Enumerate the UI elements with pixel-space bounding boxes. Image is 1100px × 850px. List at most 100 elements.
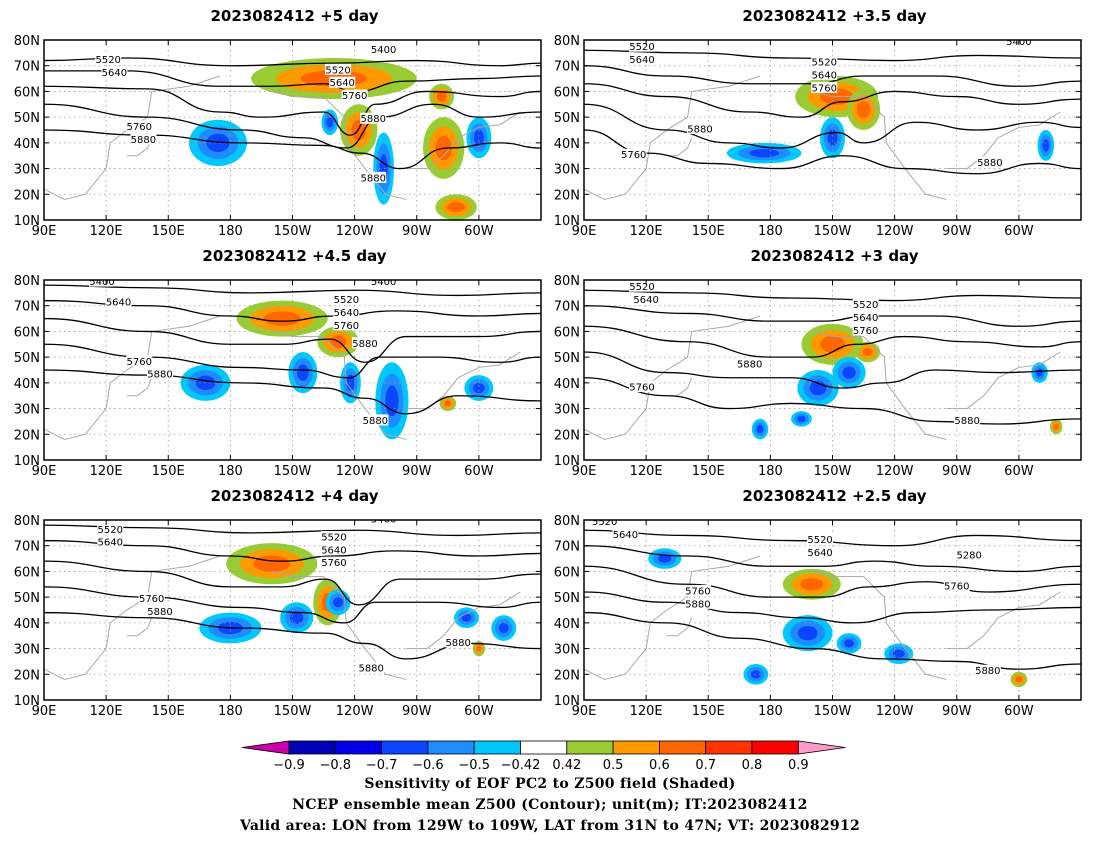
coastline — [126, 377, 153, 397]
contour-label: 5880 — [685, 599, 710, 610]
longitude-tick-label: 180 — [758, 224, 783, 239]
longitude-tick-label: 180 — [218, 224, 243, 239]
latitude-tick-label: 30N — [14, 643, 40, 658]
longitude-tick-label: 120E — [90, 704, 123, 719]
map-panel: 2023082412 +2.5 day 5520 5640 5520 5640 5280 5… — [554, 487, 1082, 719]
longitude-tick-label: 60W — [1004, 704, 1034, 719]
z500-contour — [584, 289, 1081, 302]
longitude-tick-label: 60W — [464, 704, 494, 719]
latitude-tick-label: 30N — [554, 403, 580, 418]
longitude-tick-label: 120W — [336, 464, 374, 479]
contour-label: 5640 — [807, 548, 832, 559]
colorbar-tick-label: 0.7 — [695, 758, 716, 773]
latitude-tick-label: 80N — [554, 34, 580, 49]
contour-label: 5520 — [592, 517, 617, 528]
colorbar-tick-label: −0.9 — [273, 758, 305, 773]
negative-sensitivity-area — [749, 149, 780, 158]
positive-sensitivity-area — [1053, 423, 1059, 430]
longitude-tick-label: 120E — [630, 224, 663, 239]
latitude-tick-label: 10N — [14, 694, 40, 709]
latitude-tick-label: 20N — [554, 188, 580, 203]
longitude-tick-label: 150E — [692, 224, 725, 239]
contour-label: 5880 — [352, 339, 377, 350]
panel-title: 2023082412 +4 day — [211, 487, 379, 505]
longitude-tick-label: 150W — [274, 464, 312, 479]
latitude-tick-label: 60N — [14, 325, 40, 340]
panel-title: 2023082412 +2.5 day — [742, 487, 926, 505]
longitude-tick-label: 150W — [814, 464, 852, 479]
longitude-tick-label: 150W — [274, 704, 312, 719]
latitude-tick-label: 60N — [14, 85, 40, 100]
contour-label: 5880 — [977, 158, 1002, 169]
contour-label: 5640 — [106, 298, 131, 309]
latitude-tick-label: 50N — [554, 591, 580, 606]
negative-sensitivity-area — [750, 670, 761, 679]
colorbar-min-arrow — [241, 740, 290, 755]
contour-label: 5640 — [613, 530, 638, 541]
longitude-tick-label: 60W — [1004, 464, 1034, 479]
contour-label: 5640 — [811, 71, 836, 82]
latitude-tick-label: 40N — [14, 377, 40, 392]
longitude-tick-label: 150W — [814, 224, 852, 239]
positive-sensitivity-area — [856, 101, 871, 118]
latitude-tick-label: 40N — [554, 137, 580, 152]
latitude-tick-label: 60N — [14, 565, 40, 580]
longitude-tick-label: 90E — [32, 224, 57, 239]
latitude-tick-label: 80N — [14, 274, 40, 289]
coastline — [584, 315, 761, 440]
map-panel: 2023082412 +3 day 5520 5640 5520 5640 5760 588… — [554, 247, 1082, 479]
positive-sensitivity-area — [253, 555, 291, 572]
contour-label: 5640 — [334, 308, 359, 319]
negative-sensitivity-area — [195, 375, 216, 391]
panel-title: 2023082412 +3.5 day — [742, 7, 926, 25]
latitude-tick-label: 60N — [554, 325, 580, 340]
longitude-tick-label: 90E — [572, 464, 597, 479]
negative-sensitivity-area — [297, 364, 309, 381]
contour-label: 5400 — [371, 515, 396, 526]
contour-label: 5880 — [445, 638, 470, 649]
coastline — [44, 315, 221, 440]
contour-label: 5880 — [361, 173, 386, 184]
z500-contour — [44, 299, 541, 322]
z500-contour — [584, 529, 1081, 547]
longitude-tick-label: 150E — [692, 464, 725, 479]
contour-label: 5640 — [853, 313, 878, 324]
contour-label: 5760 — [334, 321, 359, 332]
latitude-tick-label: 10N — [554, 454, 580, 469]
colorbar-segment — [288, 740, 336, 755]
colorbar-tick-label: 0.8 — [742, 758, 763, 773]
longitude-tick-label: 90W — [942, 224, 972, 239]
contour-label: 5880 — [975, 666, 1000, 677]
contour-label: 5760 — [621, 150, 646, 161]
coastline — [126, 617, 153, 637]
positive-sensitivity-area — [436, 91, 447, 102]
latitude-tick-label: 70N — [14, 300, 40, 315]
map-panel: 2023082412 +3.5 day552056405400552056405… — [554, 7, 1082, 239]
contour-label: 5880 — [358, 664, 383, 675]
colorbar-segment — [334, 740, 382, 755]
contour-label: 5880 — [147, 370, 172, 381]
colorbar-segment — [473, 740, 521, 755]
negative-sensitivity-area — [1042, 139, 1050, 152]
longitude-tick-label: 150E — [692, 704, 725, 719]
contour-label: 5760 — [811, 83, 836, 94]
panel-title: 2023082412 +4.5 day — [202, 247, 386, 265]
coastline — [666, 137, 693, 157]
longitude-tick-label: 180 — [758, 704, 783, 719]
latitude-tick-label: 60N — [554, 85, 580, 100]
latitude-tick-label: 20N — [14, 428, 40, 443]
negative-sensitivity-area — [797, 625, 818, 641]
negative-sensitivity-area — [844, 639, 855, 648]
colorbar-tick-label: −0.7 — [366, 758, 398, 773]
negative-sensitivity-area — [827, 129, 838, 146]
latitude-tick-label: 20N — [554, 428, 580, 443]
contour-label: 5640 — [102, 68, 127, 79]
longitude-tick-label: 180 — [218, 704, 243, 719]
latitude-tick-label: 80N — [554, 514, 580, 529]
contour-label: 5760 — [685, 587, 710, 598]
z500-contour — [584, 351, 1081, 389]
negative-sensitivity-area — [206, 133, 230, 153]
coastline — [666, 377, 693, 397]
longitude-tick-label: 90E — [572, 224, 597, 239]
latitude-tick-label: 70N — [554, 540, 580, 555]
